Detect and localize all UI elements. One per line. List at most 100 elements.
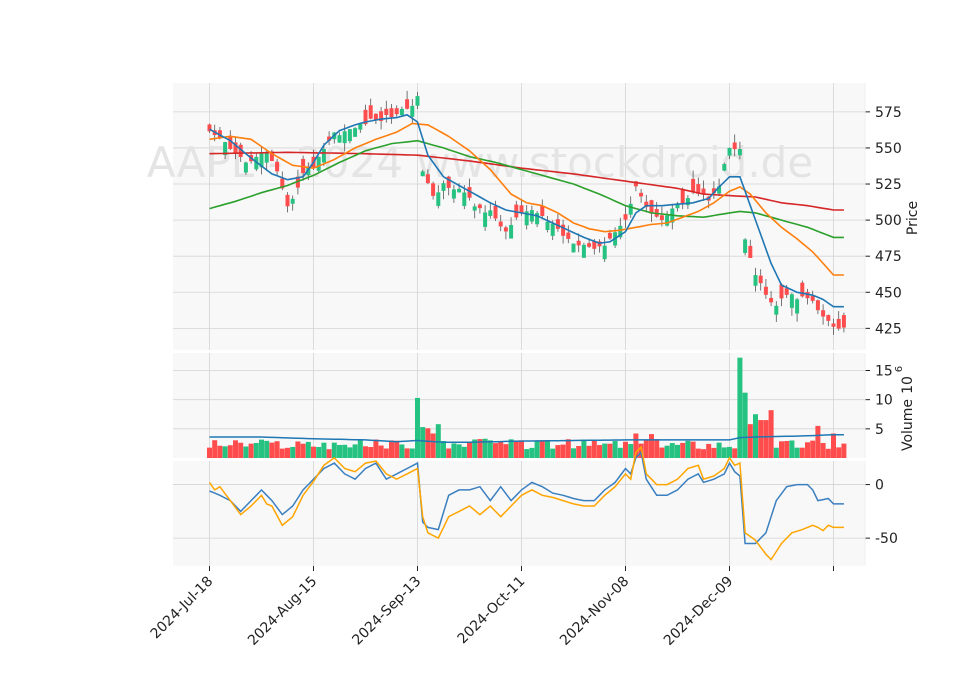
candle-body (743, 239, 748, 253)
candle-body (389, 108, 394, 118)
candle-body (810, 295, 815, 301)
candle-body (269, 151, 274, 161)
candle-body (665, 215, 670, 226)
candle-body (831, 323, 836, 327)
candle-body (566, 232, 571, 239)
volume-bar (586, 445, 592, 458)
volume-bar (378, 445, 384, 458)
candle-body (826, 315, 831, 321)
volume-average-line (209, 433, 844, 444)
candle-body (711, 188, 716, 194)
volume-bar (337, 444, 342, 458)
volume-bar (451, 443, 457, 458)
candle-body (347, 129, 352, 142)
candle-body (472, 206, 477, 211)
volume-bar (207, 447, 212, 458)
volume-bar (555, 445, 561, 458)
volume-bar (602, 443, 608, 458)
volume-bar (305, 441, 311, 458)
volume-bar (628, 444, 634, 458)
candle-body (789, 294, 794, 308)
volume-bar (477, 439, 483, 458)
candle-body (493, 205, 498, 219)
volume-bar (643, 440, 649, 458)
volume-bar (394, 440, 400, 458)
candle-body (779, 284, 784, 299)
ma-long-line (209, 151, 844, 211)
volume-bar (342, 444, 348, 458)
candle-body (477, 204, 482, 209)
volume-bar (331, 442, 337, 458)
volume-bar (435, 424, 441, 458)
candle-body (280, 178, 285, 189)
volume-bar (285, 447, 290, 458)
volume-bar (597, 445, 602, 458)
candle-body (800, 282, 805, 297)
candle-body (316, 156, 321, 171)
candle-body (633, 181, 638, 187)
candle-body (290, 198, 295, 204)
volume-bar (295, 441, 301, 458)
candle-body (243, 162, 248, 173)
volume-bar (243, 446, 249, 458)
x-tick-label: 2024-Oct-11 (455, 574, 529, 648)
candle-body (696, 184, 701, 194)
candle-body (441, 183, 446, 191)
candle-body (363, 109, 368, 125)
volume-bar (274, 441, 280, 458)
volume-bar (248, 443, 254, 458)
candle-body (680, 189, 685, 204)
volume-bar (773, 447, 779, 458)
volume-bar (685, 440, 691, 458)
volume-bar (753, 414, 758, 458)
candle-body (498, 221, 503, 227)
volume-bar (768, 410, 774, 458)
volume-bar (581, 439, 587, 458)
oscillator-panel (173, 461, 865, 566)
candle-body (753, 275, 758, 286)
volume-bar (368, 447, 374, 458)
volume-bar (472, 439, 478, 458)
candle-body (327, 136, 332, 141)
volume-bar (222, 446, 228, 458)
volume-bar (565, 439, 571, 458)
candle-body (529, 210, 534, 222)
volume-bar (721, 447, 727, 458)
candle-body (275, 161, 280, 172)
volume-axis-exponent: 6 (894, 366, 905, 372)
candle-body (514, 204, 519, 218)
candle-body (425, 174, 430, 184)
volume-bar (659, 447, 665, 458)
candle-body (737, 149, 742, 156)
candle-body (503, 227, 508, 232)
candle-body (540, 205, 545, 216)
candle-body (223, 142, 228, 156)
candle-body (342, 131, 347, 144)
volume-axis-exponent-base: 10 (900, 376, 916, 394)
volume-bar (747, 424, 753, 458)
price-panel (173, 83, 865, 350)
volume-bar (529, 447, 535, 458)
volume-bar (690, 441, 696, 458)
y-tick-label: 525 (875, 177, 902, 193)
candle-body (607, 232, 612, 239)
volume-bar (669, 443, 675, 458)
candle-body (431, 183, 436, 196)
candle-body (509, 225, 514, 239)
candle-body (602, 245, 607, 260)
volume-bar (649, 434, 654, 458)
volume-bar (576, 446, 582, 458)
volume-bar (399, 444, 405, 458)
candle-body (436, 192, 441, 206)
candle-body (561, 224, 566, 236)
volume-bar (841, 443, 847, 458)
candle-body (415, 96, 420, 106)
volume-bar (409, 448, 415, 458)
candle-body (358, 123, 363, 130)
volume-bar (290, 446, 296, 458)
candle-body (758, 275, 763, 284)
x-tick-label: 2024-Jul-18 (148, 574, 217, 643)
candle-body (446, 176, 451, 188)
candle-body (576, 240, 581, 246)
